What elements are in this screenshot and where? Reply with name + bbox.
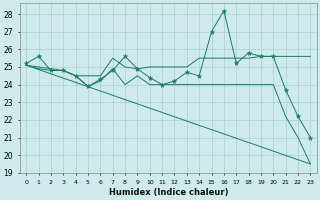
X-axis label: Humidex (Indice chaleur): Humidex (Indice chaleur) <box>108 188 228 197</box>
